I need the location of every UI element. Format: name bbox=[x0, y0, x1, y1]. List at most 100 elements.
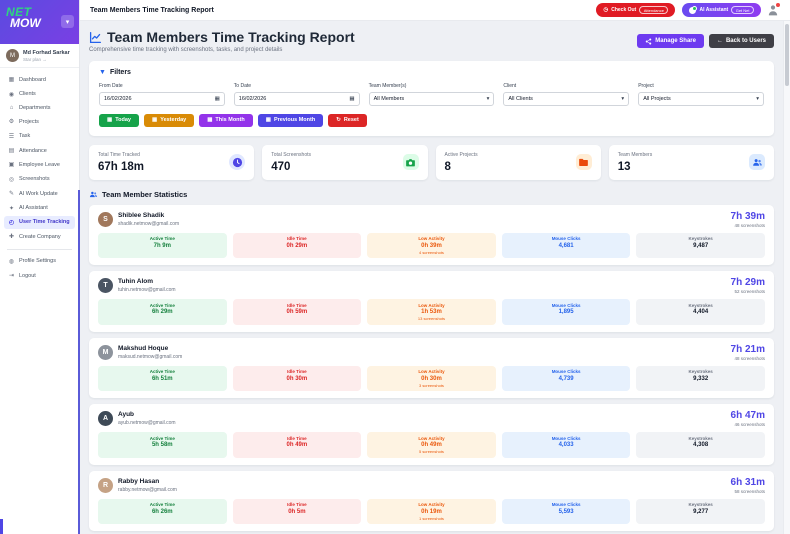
member-total-time: 6h 47m bbox=[730, 410, 765, 421]
from-date-field[interactable]: ▦ bbox=[99, 91, 225, 106]
logo-line2: MOW bbox=[10, 16, 41, 30]
notification-badge bbox=[775, 2, 781, 8]
avatar: M bbox=[6, 49, 19, 62]
sidebar-collapse-button[interactable]: ▾ bbox=[61, 15, 74, 28]
calendar-icon: ▦ bbox=[214, 95, 220, 102]
team-member-select[interactable]: All Members ▾ bbox=[368, 91, 495, 106]
member-name: Shiblee Shadik bbox=[118, 211, 165, 219]
client-value: All Clients bbox=[508, 95, 533, 102]
folder-icon bbox=[575, 154, 592, 170]
member-card: A Ayub ayub.netmow@gmail.com 6h 47m 46 scr… bbox=[89, 404, 774, 465]
sidebar: NET MOW ▾ M Md Forhad Sarkar Star plan →… bbox=[0, 0, 80, 534]
avatar: M bbox=[98, 344, 113, 360]
active-time-box: Active Time 6h 51m bbox=[98, 365, 227, 391]
keystrokes-box: Keystrokes 4,308 bbox=[636, 432, 765, 458]
project-value: All Projects bbox=[643, 95, 671, 102]
filter-icon: ▼ bbox=[99, 69, 106, 76]
stat-total-screenshots: Total Screenshots 470 bbox=[262, 144, 428, 180]
keystrokes-box: Keystrokes 9,277 bbox=[636, 498, 765, 524]
reset-label: Reset bbox=[343, 117, 359, 123]
check-out-button[interactable]: ◷ Check Out Attendance bbox=[596, 3, 676, 17]
scrollbar-thumb[interactable] bbox=[785, 24, 789, 86]
to-date-label: To Date bbox=[233, 83, 252, 89]
sidebar-item-ai-assistant[interactable]: ✦ AI Assistant bbox=[4, 201, 75, 214]
mouse-clicks-box: Mouse Clicks 5,593 bbox=[501, 498, 631, 524]
logo: NET bbox=[6, 5, 32, 19]
sidebar-item-employee-leave[interactable]: ▣ Employee Leave bbox=[4, 158, 75, 171]
from-date-input[interactable] bbox=[104, 95, 212, 102]
member-email: rabby.netmow@gmail.com bbox=[118, 486, 177, 493]
member-total-time: 6h 31m bbox=[730, 476, 765, 488]
avatar: S bbox=[98, 211, 113, 227]
share-icon bbox=[646, 37, 652, 45]
team-member-value: All Members bbox=[373, 95, 405, 102]
main-content: Team Members Time Tracking Report Compre… bbox=[80, 21, 783, 534]
check-out-label: Check Out bbox=[611, 7, 637, 13]
sidebar-item-departments[interactable]: ⌂ Departments bbox=[4, 102, 75, 114]
page-scrollbar[interactable] bbox=[783, 21, 790, 534]
stat-team-members: Team Members 13 bbox=[608, 144, 774, 180]
profile-menu-button[interactable] bbox=[768, 2, 781, 16]
keystrokes-box: Keystrokes 9,332 bbox=[636, 365, 765, 391]
sidebar-item-label: Create Company bbox=[19, 233, 61, 240]
sidebar-item-logout[interactable]: ⇥ Logout bbox=[4, 269, 75, 282]
sidebar-item-ai-work-update[interactable]: ✎ AI Work Update bbox=[4, 187, 75, 200]
idle-time-box: Idle Time 0h 49m bbox=[232, 432, 362, 458]
project-select[interactable]: All Projects ▾ bbox=[638, 91, 764, 106]
sidebar-item-dashboard[interactable]: ▦ Dashboard bbox=[4, 73, 75, 86]
member-total-time: 7h 21m bbox=[730, 343, 765, 355]
sidebar-item-label: Screenshots bbox=[19, 176, 50, 183]
create-company-icon: ✚ bbox=[8, 234, 15, 241]
to-date-field[interactable]: ▦ bbox=[233, 91, 360, 106]
active-time-box: Active Time 7h 9m bbox=[98, 232, 227, 258]
calendar-icon: ▦ bbox=[152, 117, 158, 123]
client-select[interactable]: All Clients ▾ bbox=[503, 91, 630, 106]
ai-badge: Get Net bbox=[731, 6, 754, 14]
idle-time-box: Idle Time 0h 29m bbox=[232, 232, 362, 258]
sidebar-item-label: Attendance bbox=[19, 147, 47, 154]
back-to-users-button[interactable]: ← Back to Users bbox=[708, 34, 774, 48]
sidebar-item-label: AI Assistant bbox=[19, 205, 48, 212]
stat-label: Active Projects bbox=[444, 151, 478, 158]
chevron-down-icon: ▾ bbox=[486, 95, 490, 102]
sidebar-item-profile-settings[interactable]: ◍ Profile Settings bbox=[4, 255, 75, 268]
this-month-button[interactable]: ▦ This Month bbox=[199, 113, 253, 127]
sidebar-item-create-company[interactable]: ✚ Create Company bbox=[4, 230, 75, 243]
robot-icon bbox=[689, 5, 698, 14]
employee-leave-icon: ▣ bbox=[8, 162, 15, 169]
sidebar-item-clients[interactable]: ◉ Clients bbox=[4, 87, 75, 100]
sidebar-user-card[interactable]: M Md Forhad Sarkar Star plan → bbox=[0, 44, 79, 68]
ai-assistant-button[interactable]: AI Assistant Get Net bbox=[682, 3, 761, 17]
active-time-box: Active Time 6h 29m bbox=[98, 299, 227, 325]
from-date-label: From Date bbox=[99, 83, 123, 89]
sidebar-scrollbar[interactable] bbox=[78, 190, 80, 534]
sidebar-item-label: Dashboard bbox=[19, 76, 46, 83]
to-date-input[interactable] bbox=[238, 95, 347, 102]
camera-icon bbox=[402, 154, 419, 170]
idle-time-box: Idle Time 0h 59m bbox=[232, 299, 362, 325]
back-arrow-icon: ← bbox=[716, 38, 723, 44]
sidebar-item-user-time-tracking[interactable]: ◴ User Time Tracking bbox=[4, 215, 75, 230]
manage-share-button[interactable]: Manage Share bbox=[637, 34, 704, 48]
projects-icon: ⚙ bbox=[8, 119, 15, 126]
reset-button[interactable]: ↻ Reset bbox=[328, 113, 367, 127]
team-icon bbox=[89, 191, 98, 197]
today-button[interactable]: ▦ Today bbox=[99, 113, 139, 127]
member-email: tuhin.netmow@gmail.com bbox=[118, 287, 176, 293]
yesterday-button[interactable]: ▦ Yesterday bbox=[144, 113, 195, 127]
sidebar-item-projects[interactable]: ⚙ Projects bbox=[4, 115, 75, 128]
attendance-icon: ▤ bbox=[8, 148, 15, 155]
active-time-box: Active Time 6h 26m bbox=[98, 498, 227, 524]
calendar-icon: ▦ bbox=[349, 95, 355, 102]
sidebar-item-label: Logout bbox=[19, 272, 36, 279]
member-card: S Shiblee Shadik shadik.netmow@gmail.com … bbox=[89, 204, 774, 265]
sidebar-item-task[interactable]: ☰ Task bbox=[4, 130, 75, 143]
member-name: Tuhin Alom bbox=[118, 278, 154, 285]
calendar-icon: ▦ bbox=[265, 117, 271, 123]
sidebar-item-screenshots[interactable]: ◎ Screenshots bbox=[4, 173, 75, 186]
previous-month-button[interactable]: ▦ Previous Month bbox=[257, 113, 324, 127]
member-screenshots: 52 screenshots bbox=[734, 289, 765, 294]
user-plan[interactable]: Star plan → bbox=[23, 56, 47, 62]
sidebar-item-attendance[interactable]: ▤ Attendance bbox=[4, 144, 75, 157]
yesterday-label: Yesterday bbox=[160, 117, 187, 123]
